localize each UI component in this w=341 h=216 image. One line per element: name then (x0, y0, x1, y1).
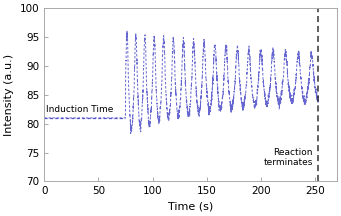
X-axis label: Time (s): Time (s) (168, 202, 213, 212)
Text: Reaction
terminates: Reaction terminates (264, 148, 313, 167)
Y-axis label: Intensity (a.u.): Intensity (a.u.) (4, 54, 14, 136)
Text: Induction Time: Induction Time (46, 105, 114, 114)
